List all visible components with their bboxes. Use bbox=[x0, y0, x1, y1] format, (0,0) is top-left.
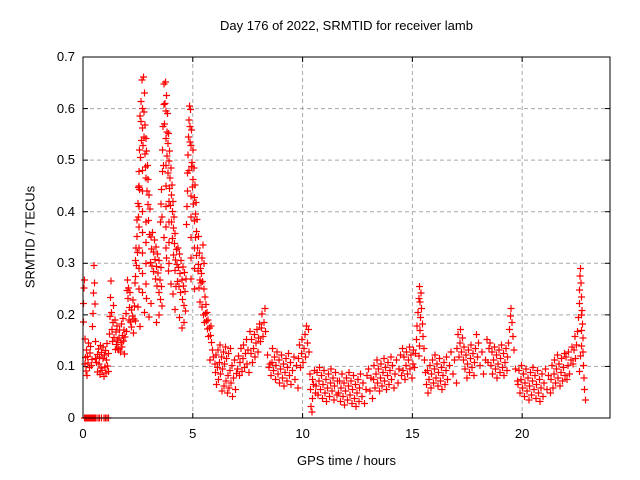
y-tick-label: 0.2 bbox=[56, 306, 75, 322]
y-tick-label: 0.1 bbox=[56, 358, 75, 374]
y-tick-label: 0.4 bbox=[56, 203, 75, 219]
y-tick-label: 0.3 bbox=[56, 255, 75, 271]
x-tick-label: 15 bbox=[405, 426, 420, 441]
x-tick-label: 0 bbox=[79, 426, 87, 441]
x-tick-label: 20 bbox=[514, 426, 530, 441]
y-tick-label: 0.7 bbox=[56, 49, 75, 64]
chart-title: Day 176 of 2022, SRMTID for receiver lam… bbox=[220, 18, 473, 33]
y-tick-label: 0.6 bbox=[56, 100, 75, 116]
y-tick-label: 0.5 bbox=[56, 152, 75, 168]
scatter-points-plus-icon bbox=[80, 73, 589, 422]
y-tick-label: 0 bbox=[67, 410, 75, 425]
x-tick-label: 10 bbox=[295, 426, 310, 441]
x-tick-label: 5 bbox=[189, 426, 197, 441]
x-axis-label: GPS time / hours bbox=[297, 453, 396, 468]
plot-frame bbox=[82, 56, 611, 419]
